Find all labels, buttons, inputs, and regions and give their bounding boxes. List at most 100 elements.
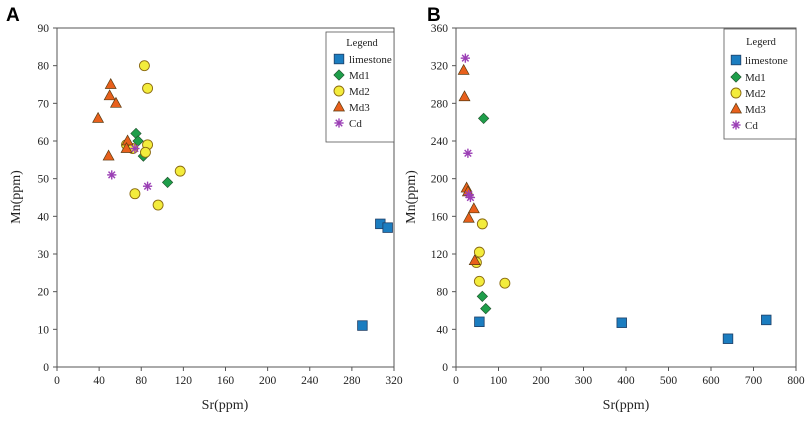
- cd-point: [130, 143, 140, 154]
- limestone-legend-symbol: [333, 53, 345, 65]
- legend-marker: [730, 87, 742, 99]
- legend-label: Md1: [745, 72, 766, 84]
- legend-item: Md1: [333, 69, 370, 82]
- y-tick-label: 0: [442, 362, 448, 374]
- md3-point: [462, 211, 475, 223]
- md2-legend-symbol: [333, 85, 345, 97]
- md3-point: [120, 142, 133, 153]
- panel-letter: B: [427, 5, 441, 26]
- x-axis: 0 100 200 300 400 500 600 700 800: [453, 367, 805, 387]
- y-tick-label: 10: [38, 324, 50, 336]
- y-tick-label: 30: [38, 249, 50, 261]
- y-axis-title: Mn(ppm): [9, 170, 24, 224]
- md3-point: [468, 254, 481, 265]
- legend-label: Md3: [349, 102, 370, 114]
- legend-label: Md2: [745, 88, 766, 100]
- chart-panel-a: A 0 40 80 120 160 200 240 280 320 0 10 20 30 40 50 60 7…: [6, 5, 403, 413]
- md1-point: [480, 302, 492, 315]
- x-tick-label: 80: [136, 375, 148, 387]
- y-tick-label: 240: [431, 136, 449, 148]
- cd-point: [463, 148, 473, 158]
- legend-items: limestone Md1 Md2 Md3 Cd: [333, 53, 392, 130]
- limestone-point: [357, 320, 368, 331]
- x-axis-title: Sr(ppm): [202, 398, 249, 413]
- md2-point: [129, 188, 141, 200]
- legend-label: Cd: [745, 120, 758, 132]
- y-tick-label: 320: [431, 61, 449, 73]
- y-tick-label: 80: [38, 61, 50, 73]
- legend: Legerd limestone Md1 Md2 Md3: [723, 28, 797, 140]
- y-tick-label: 80: [437, 287, 449, 299]
- legend-label: limestone: [349, 54, 392, 66]
- legend-marker: [730, 54, 742, 66]
- legend-marker: [333, 85, 345, 97]
- limestone-point: [722, 333, 734, 344]
- cd-point: [107, 170, 117, 180]
- legend-label: Md2: [349, 86, 370, 98]
- md1-point: [476, 290, 488, 302]
- y-tick-label: 0: [43, 362, 49, 374]
- x-tick-label: 0: [453, 375, 459, 387]
- data-points: [92, 60, 393, 331]
- x-tick-label: 600: [702, 375, 720, 387]
- limestone-point: [616, 317, 627, 328]
- md3-point: [458, 90, 471, 102]
- legend-marker: [333, 53, 345, 65]
- x-tick-label: 320: [385, 375, 403, 387]
- md2-point: [138, 60, 150, 72]
- cd-legend-symbol: [731, 120, 741, 130]
- cd-point: [465, 192, 476, 203]
- legend-title: Legend: [346, 38, 378, 49]
- y-tick-label: 40: [437, 324, 449, 336]
- legend-items: limestone Md1 Md2 Md3 Cd: [730, 54, 788, 132]
- legend-marker: [334, 118, 344, 128]
- legend-label: Cd: [349, 118, 362, 130]
- legend-label: limestone: [745, 55, 788, 67]
- y-tick-label: 40: [38, 211, 50, 223]
- legend: Legend limestone Md1 Md2 Md3: [325, 31, 395, 143]
- y-axis: 0 40 80 120 160 200 240 280 320 360: [431, 23, 456, 374]
- legend-item: Md2: [333, 85, 370, 98]
- md3-legend-symbol: [333, 100, 345, 112]
- limestone-legend-symbol: [730, 54, 742, 66]
- x-tick-label: 200: [259, 375, 277, 387]
- md3-point: [92, 111, 105, 123]
- x-tick-label: 100: [490, 375, 508, 387]
- cd-point: [460, 53, 470, 63]
- md3-point: [103, 89, 116, 101]
- chart-panel-b: B 0 100 200 300 400 500 600 700 800 0 40 80 120 160 2…: [404, 5, 805, 413]
- legend-item: Md2: [730, 87, 766, 100]
- md3-point: [467, 202, 480, 214]
- y-tick-label: 120: [431, 249, 449, 261]
- legend-label: Md1: [349, 70, 370, 82]
- legend-marker: [333, 69, 345, 81]
- md2-point: [152, 199, 164, 211]
- md1-legend-symbol: [730, 71, 742, 83]
- y-tick-label: 160: [431, 211, 449, 223]
- legend-marker: [731, 120, 741, 130]
- x-tick-label: 240: [301, 375, 319, 387]
- legend-label: Md3: [745, 104, 766, 116]
- y-tick-label: 60: [38, 136, 50, 148]
- y-tick-label: 200: [431, 174, 449, 186]
- md2-point: [476, 218, 488, 230]
- x-tick-label: 280: [343, 375, 361, 387]
- y-tick-label: 90: [38, 23, 50, 35]
- x-tick-label: 300: [575, 375, 593, 387]
- legend-item: Md3: [730, 102, 766, 116]
- limestone-point: [382, 222, 393, 233]
- y-axis: 0 10 20 30 40 50 60 70 80 90: [38, 23, 57, 374]
- legend-item: Cd: [731, 120, 758, 132]
- y-tick-label: 360: [431, 23, 449, 35]
- y-axis-title: Mn(ppm): [404, 170, 419, 224]
- legend-item: limestone: [730, 54, 788, 67]
- x-tick-label: 500: [660, 375, 678, 387]
- md1-point: [478, 112, 490, 125]
- legend-marker: [730, 71, 742, 83]
- legend-marker: [333, 100, 345, 112]
- md2-point: [473, 246, 485, 258]
- limestone-point: [474, 316, 485, 328]
- legend-item: Md3: [333, 100, 370, 114]
- md1-legend-symbol: [333, 69, 345, 81]
